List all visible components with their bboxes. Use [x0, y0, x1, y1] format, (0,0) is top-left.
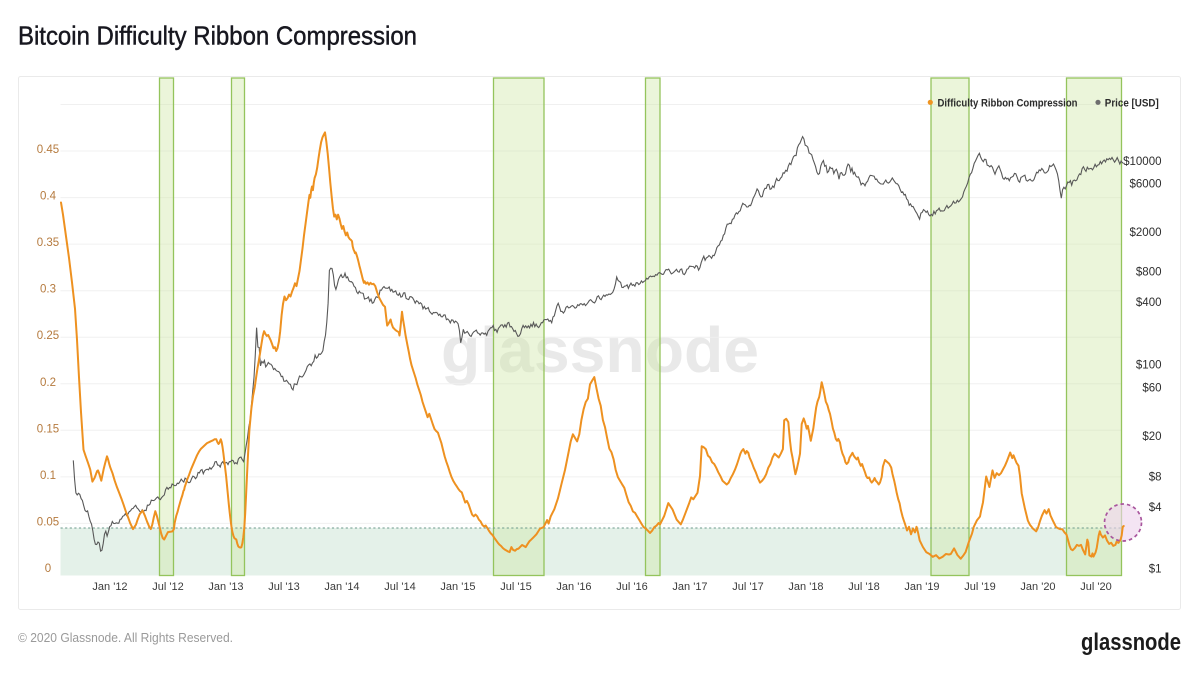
- svg-text:$60: $60: [1142, 382, 1161, 394]
- svg-text:glassnode: glassnode: [1081, 629, 1181, 656]
- svg-text:$4: $4: [1149, 502, 1162, 514]
- svg-text:$100: $100: [1136, 360, 1162, 372]
- svg-text:0.45: 0.45: [37, 144, 59, 156]
- svg-text:Jan '18: Jan '18: [788, 581, 823, 593]
- svg-text:0: 0: [45, 563, 51, 575]
- svg-text:Jul '12: Jul '12: [152, 581, 183, 593]
- svg-text:glassnode: glassnode: [441, 314, 759, 386]
- svg-text:$400: $400: [1136, 297, 1162, 309]
- svg-text:0.4: 0.4: [40, 191, 57, 203]
- svg-text:Difficulty Ribbon Compression: Difficulty Ribbon Compression: [938, 98, 1078, 110]
- svg-text:$20: $20: [1142, 431, 1161, 443]
- svg-text:Jan '19: Jan '19: [904, 581, 939, 593]
- svg-text:Jul '14: Jul '14: [384, 581, 415, 593]
- svg-text:Jan '15: Jan '15: [440, 581, 475, 593]
- svg-text:© 2020 Glassnode. All Rights R: © 2020 Glassnode. All Rights Reserved.: [18, 630, 233, 645]
- svg-text:0.1: 0.1: [40, 470, 56, 482]
- svg-text:$10000: $10000: [1123, 156, 1161, 168]
- svg-text:0.15: 0.15: [37, 423, 59, 435]
- svg-text:0.3: 0.3: [40, 284, 56, 296]
- svg-text:$1: $1: [1149, 564, 1162, 576]
- svg-text:Jul '17: Jul '17: [732, 581, 763, 593]
- svg-text:Jul '16: Jul '16: [616, 581, 647, 593]
- svg-text:Jul '19: Jul '19: [964, 581, 995, 593]
- svg-text:0.2: 0.2: [40, 377, 56, 389]
- svg-text:Bitcoin Difficulty Ribbon Comp: Bitcoin Difficulty Ribbon Compression: [18, 21, 417, 51]
- svg-text:Jan '17: Jan '17: [672, 581, 707, 593]
- svg-text:$6000: $6000: [1130, 179, 1162, 191]
- svg-text:$2000: $2000: [1130, 227, 1162, 239]
- svg-text:0.05: 0.05: [37, 517, 59, 529]
- svg-text:Jan '16: Jan '16: [556, 581, 591, 593]
- svg-text:$800: $800: [1136, 266, 1162, 278]
- svg-text:Jul '13: Jul '13: [268, 581, 299, 593]
- svg-text:0.25: 0.25: [37, 330, 59, 342]
- svg-text:Jan '20: Jan '20: [1020, 581, 1055, 593]
- svg-text:Jan '12: Jan '12: [92, 581, 127, 593]
- svg-text:Jul '15: Jul '15: [500, 581, 531, 593]
- svg-text:Jan '13: Jan '13: [208, 581, 243, 593]
- svg-text:0.35: 0.35: [37, 237, 59, 249]
- svg-text:$8: $8: [1149, 472, 1162, 484]
- svg-text:Jul '18: Jul '18: [848, 581, 879, 593]
- svg-text:Price [USD]: Price [USD]: [1105, 98, 1159, 110]
- svg-text:Jul '20: Jul '20: [1080, 581, 1111, 593]
- svg-text:Jan '14: Jan '14: [324, 581, 359, 593]
